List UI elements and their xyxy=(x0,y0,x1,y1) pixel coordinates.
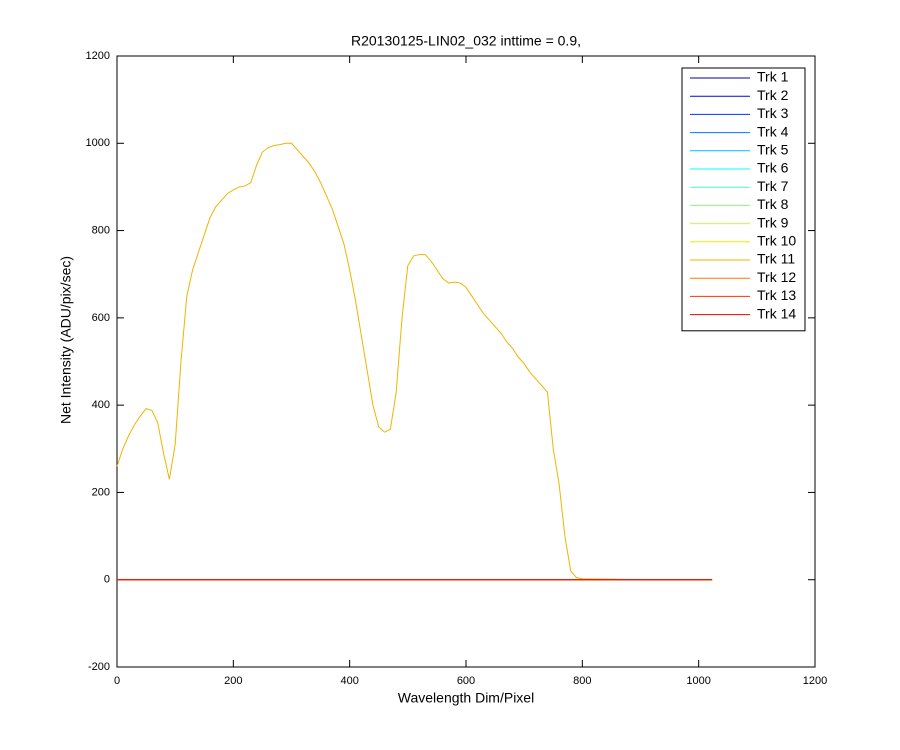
y-tick-label: 1200 xyxy=(86,50,110,62)
y-tick-label: 800 xyxy=(92,224,110,236)
x-tick-label: 0 xyxy=(114,675,120,687)
x-axis-label: Wavelength Dim/Pixel xyxy=(398,690,534,706)
y-tick-label: 1000 xyxy=(86,137,110,149)
legend-label: Trk 2 xyxy=(757,87,789,103)
x-tick-label: 800 xyxy=(573,675,591,687)
legend-label: Trk 13 xyxy=(757,287,796,303)
legend-label: Trk 9 xyxy=(757,214,789,230)
legend-label: Trk 10 xyxy=(757,233,796,249)
legend-label: Trk 12 xyxy=(757,269,796,285)
y-tick-label: -200 xyxy=(88,661,110,673)
legend-label: Trk 5 xyxy=(757,142,789,158)
legend-label: Trk 11 xyxy=(757,251,795,267)
legend-box xyxy=(681,67,806,332)
legend-label: Trk 1 xyxy=(757,69,789,85)
series-line xyxy=(116,142,713,581)
chart-title: R20130125-LIN02_032 inttime = 0.9, xyxy=(351,33,581,49)
x-tick-label: 600 xyxy=(457,675,475,687)
y-tick-label: 200 xyxy=(92,486,110,498)
y-axis-label: Net Intensity (ADU/pix/sec) xyxy=(58,256,74,424)
legend-label: Trk 7 xyxy=(757,178,789,194)
x-tick-label: 400 xyxy=(340,675,358,687)
legend-label: Trk 4 xyxy=(757,123,789,139)
y-tick-label: 600 xyxy=(92,312,110,324)
legend-label: Trk 6 xyxy=(757,160,789,176)
y-tick-label: 0 xyxy=(104,574,110,586)
x-tick-label: 1000 xyxy=(686,675,710,687)
legend-label: Trk 14 xyxy=(757,305,796,321)
y-tick-label: 400 xyxy=(92,399,110,411)
x-tick-label: 1200 xyxy=(803,675,827,687)
x-tick-label: 200 xyxy=(224,675,242,687)
legend-label: Trk 3 xyxy=(757,105,789,121)
legend-label: Trk 8 xyxy=(757,196,789,212)
